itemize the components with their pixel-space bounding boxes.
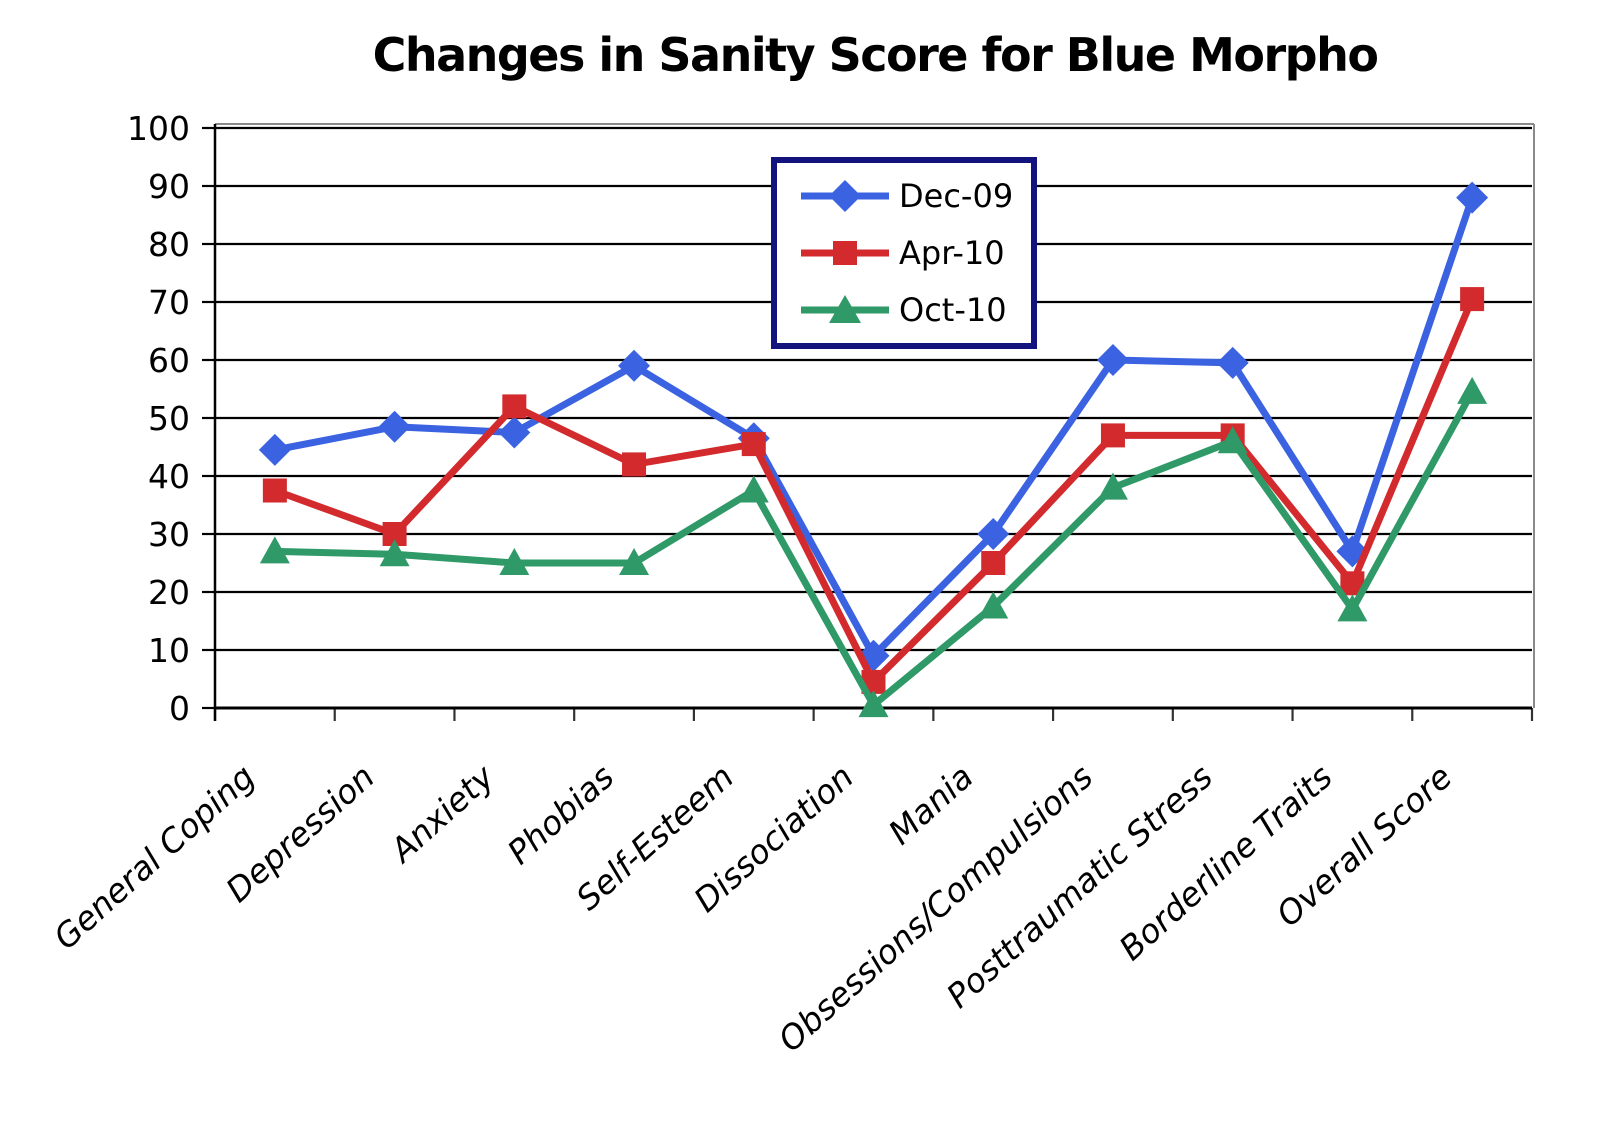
- series-line-apr-10: [271, 295, 1476, 686]
- triangle-data-point: [379, 539, 410, 567]
- x-category-label: Mania: [881, 757, 981, 852]
- legend-label: Dec-09: [899, 176, 1014, 215]
- chart-title: Changes in Sanity Score for Blue Morpho: [372, 28, 1379, 82]
- square-data-point: [741, 432, 766, 457]
- y-tick-label: 0: [169, 689, 190, 728]
- y-tick-label: 30: [148, 515, 190, 554]
- triangle-icon: [829, 295, 861, 324]
- y-tick-label: 60: [148, 341, 190, 380]
- triangle-data-point: [499, 548, 530, 575]
- y-tick-label: 80: [148, 225, 190, 264]
- triangle-data-point: [1097, 472, 1128, 500]
- x-category-label: Borderline Traits: [1112, 757, 1340, 968]
- y-tick-label: 50: [148, 399, 190, 438]
- triangle-series-icon: [801, 295, 889, 324]
- x-category-label: Anxiety: [381, 757, 502, 871]
- legend-item-apr-10: Apr-10: [797, 233, 1027, 273]
- square-icon: [833, 240, 857, 265]
- diamond-series-icon: [801, 179, 889, 212]
- y-tick-label: 10: [148, 631, 190, 670]
- legend-item-dec-09: Dec-09: [797, 176, 1027, 216]
- triangle-data-point: [738, 475, 769, 503]
- square-series-icon: [801, 240, 889, 265]
- triangle-data-point: [1217, 426, 1248, 454]
- chart-legend: Dec-09 Apr-10 Oct-10: [771, 157, 1037, 349]
- diamond-data-point: [1096, 344, 1129, 376]
- triangle-data-point: [619, 548, 650, 575]
- x-category-label: Phobias: [500, 757, 622, 872]
- x-category-label: General Coping: [46, 757, 262, 957]
- y-tick-label: 20: [148, 573, 190, 612]
- triangle-data-point: [978, 591, 1009, 619]
- diamond-data-point: [977, 518, 1010, 550]
- diamond-data-point: [498, 416, 531, 449]
- y-tick-label: 40: [148, 457, 190, 496]
- square-data-point: [502, 394, 527, 419]
- diamond-data-point: [378, 410, 411, 443]
- legend-item-oct-10: Oct-10: [797, 290, 1027, 330]
- diamond-icon: [829, 179, 861, 212]
- square-data-point: [981, 551, 1006, 575]
- diamond-data-point: [258, 433, 291, 466]
- diamond-data-point: [1456, 181, 1489, 214]
- y-tick-label: 90: [148, 167, 190, 206]
- triangle-data-point: [1457, 376, 1488, 404]
- y-tick-label: 100: [127, 109, 190, 148]
- triangle-data-point: [858, 690, 889, 718]
- legend-label: Apr-10: [899, 233, 1005, 272]
- square-data-point: [1460, 287, 1485, 312]
- square-data-point: [262, 478, 287, 503]
- triangle-data-point: [1337, 594, 1368, 622]
- diamond-data-point: [1216, 346, 1249, 379]
- diamond-data-point: [618, 349, 651, 382]
- square-data-point: [1100, 423, 1125, 448]
- triangle-data-point: [259, 536, 290, 564]
- y-tick-label: 70: [148, 283, 190, 322]
- square-data-point: [622, 452, 647, 477]
- legend-label: Oct-10: [899, 291, 1007, 330]
